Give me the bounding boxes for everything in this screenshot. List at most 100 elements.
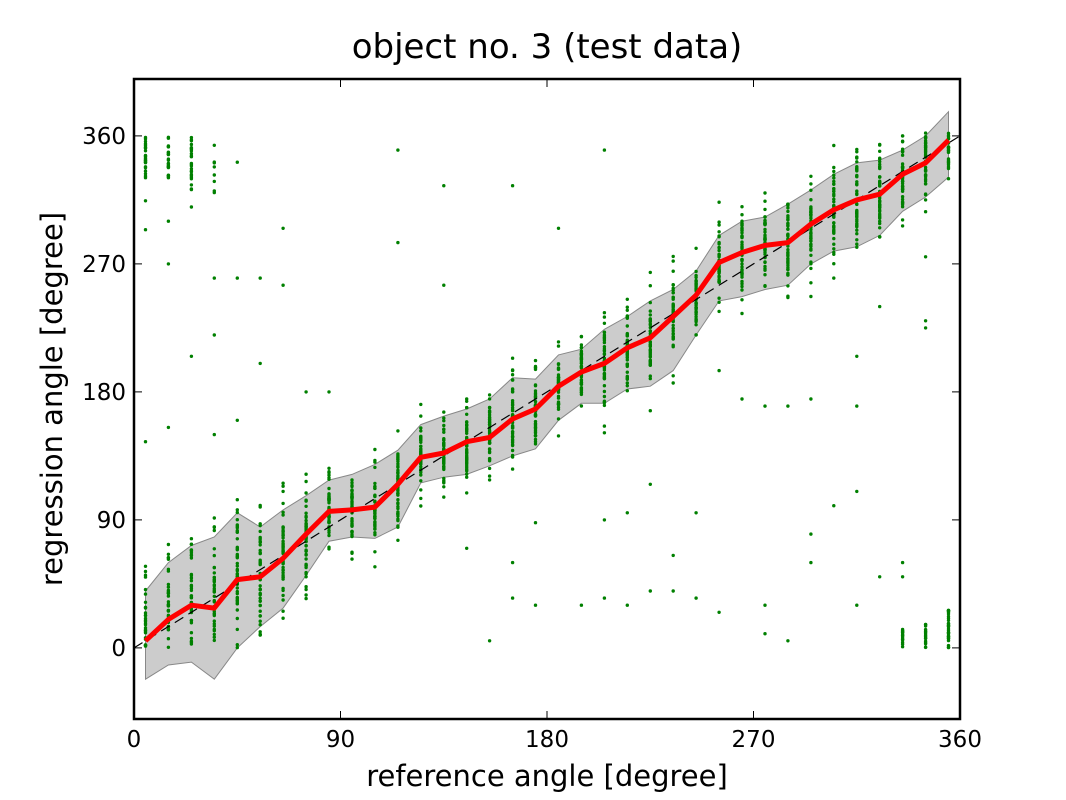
scatter-point bbox=[694, 596, 698, 600]
scatter-point bbox=[832, 262, 836, 266]
scatter-point bbox=[946, 133, 951, 138]
scatter-point bbox=[855, 238, 859, 242]
scatter-point bbox=[510, 406, 515, 410]
scatter-point bbox=[923, 622, 928, 627]
scatter-point bbox=[465, 444, 469, 448]
scatter-point bbox=[189, 354, 194, 358]
scatter-point bbox=[625, 315, 629, 319]
scatter-point bbox=[327, 470, 331, 474]
scatter-point bbox=[740, 223, 744, 227]
scatter-point bbox=[143, 154, 148, 158]
scatter-point bbox=[281, 609, 285, 613]
scatter-point bbox=[740, 288, 744, 292]
scatter-point bbox=[878, 159, 882, 164]
scatter-point bbox=[878, 235, 882, 239]
scatter-point bbox=[763, 199, 767, 203]
scatter-point bbox=[602, 394, 607, 399]
scatter-point bbox=[740, 284, 744, 289]
scatter-point bbox=[923, 210, 928, 214]
scatter-point bbox=[855, 192, 859, 197]
scatter-point bbox=[900, 631, 905, 635]
scatter-point bbox=[143, 613, 148, 618]
scatter-point bbox=[419, 462, 423, 466]
scatter-point bbox=[281, 532, 285, 536]
scatter-point bbox=[396, 511, 400, 516]
scatter-point bbox=[304, 544, 308, 548]
scatter-point bbox=[855, 245, 859, 249]
scatter-point bbox=[556, 367, 561, 371]
scatter-point bbox=[350, 489, 354, 493]
scatter-point bbox=[786, 221, 790, 225]
x-axis-label: reference angle [degree] bbox=[366, 759, 728, 793]
scatter-point bbox=[281, 565, 285, 570]
scatter-point bbox=[143, 616, 148, 621]
scatter-point bbox=[602, 148, 607, 152]
scatter-point bbox=[694, 318, 698, 322]
scatter-point bbox=[281, 513, 285, 517]
scatter-point bbox=[258, 505, 262, 509]
scatter-point bbox=[327, 497, 331, 501]
scatter-point bbox=[304, 491, 308, 495]
scatter-point bbox=[189, 146, 194, 150]
scatter-point bbox=[579, 349, 584, 353]
scatter-point bbox=[166, 627, 171, 632]
scatter-point bbox=[235, 276, 239, 280]
scatter-point bbox=[281, 481, 285, 485]
scatter-point bbox=[281, 588, 285, 593]
scatter-point bbox=[212, 566, 216, 570]
scatter-point bbox=[855, 160, 859, 164]
scatter-point bbox=[946, 622, 951, 626]
scatter-point bbox=[694, 511, 698, 515]
scatter-point bbox=[878, 219, 882, 223]
scatter-point bbox=[235, 608, 239, 612]
scatter-point bbox=[671, 332, 675, 336]
scatter-point bbox=[166, 591, 171, 595]
scatter-point bbox=[763, 207, 767, 212]
scatter-point bbox=[487, 416, 492, 420]
scatter-point bbox=[602, 315, 607, 319]
scatter-point bbox=[143, 228, 148, 232]
scatter-point bbox=[212, 578, 216, 582]
scatter-point bbox=[533, 391, 538, 395]
scatter-point bbox=[143, 621, 148, 625]
scatter-point bbox=[533, 367, 538, 372]
scatter-point bbox=[281, 510, 285, 514]
scatter-point bbox=[327, 477, 331, 481]
scatter-point bbox=[763, 252, 767, 256]
scatter-point bbox=[625, 297, 629, 301]
scatter-point bbox=[510, 434, 515, 438]
scatter-point bbox=[396, 456, 400, 460]
scatter-point bbox=[465, 423, 469, 427]
scatter-point bbox=[602, 349, 607, 353]
scatter-point bbox=[855, 225, 859, 229]
scatter-point bbox=[946, 645, 951, 649]
scatter-point bbox=[235, 627, 239, 632]
scatter-point bbox=[350, 494, 354, 499]
scatter-point bbox=[304, 557, 308, 561]
scatter-point bbox=[442, 495, 446, 499]
scatter-point bbox=[602, 377, 607, 381]
scatter-point bbox=[740, 275, 744, 279]
chart-title: object no. 3 (test data) bbox=[352, 27, 743, 67]
scatter-point bbox=[487, 466, 492, 471]
scatter-point bbox=[143, 149, 148, 153]
scatter-point bbox=[832, 252, 836, 256]
scatter-point bbox=[510, 378, 515, 382]
scatter-point bbox=[304, 593, 308, 597]
scatter-point bbox=[304, 549, 308, 553]
scatter-point bbox=[809, 397, 813, 401]
scatter-point bbox=[281, 541, 285, 545]
scatter-point bbox=[855, 156, 859, 160]
scatter-point bbox=[900, 162, 905, 166]
scatter-point bbox=[235, 564, 239, 568]
scatter-point bbox=[373, 523, 377, 527]
scatter-point bbox=[487, 478, 492, 482]
scatter-point bbox=[235, 572, 239, 576]
scatter-point bbox=[648, 329, 652, 333]
scatter-point bbox=[602, 333, 607, 337]
scatter-point bbox=[487, 397, 492, 401]
scatter-point bbox=[832, 189, 836, 193]
scatter-point bbox=[878, 216, 882, 220]
scatter-point bbox=[648, 313, 652, 317]
scatter-point bbox=[166, 645, 171, 649]
